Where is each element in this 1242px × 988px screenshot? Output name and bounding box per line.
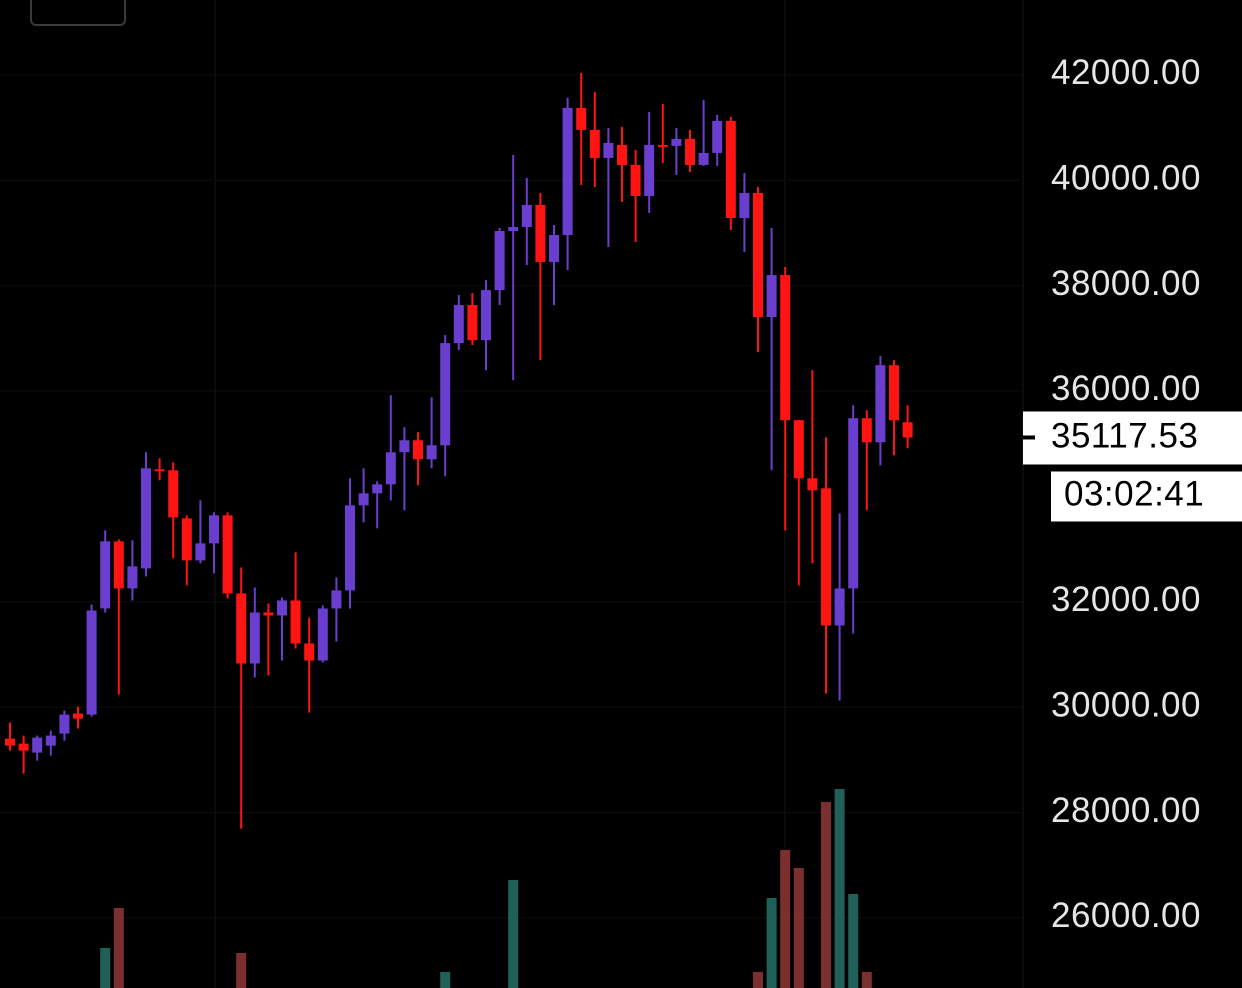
candle-body bbox=[521, 204, 532, 228]
candle-body bbox=[222, 515, 233, 594]
candle-body bbox=[861, 418, 872, 443]
candle-body bbox=[576, 107, 587, 130]
candle-body bbox=[100, 541, 111, 609]
candle-body bbox=[467, 305, 478, 341]
candle-body bbox=[603, 142, 614, 158]
candle-body bbox=[304, 643, 315, 661]
candle-body bbox=[562, 107, 573, 236]
volume-bar bbox=[848, 894, 859, 988]
last-price-box bbox=[1023, 411, 1242, 465]
candle-body bbox=[453, 305, 464, 344]
candle-body bbox=[154, 469, 165, 472]
candle-body bbox=[657, 144, 668, 147]
volume-bar bbox=[236, 953, 247, 988]
y-tick-label: 32000.00 bbox=[1051, 580, 1201, 619]
countdown-label: 03:02:41 bbox=[1064, 475, 1204, 514]
candle-body bbox=[440, 343, 451, 446]
candle-body bbox=[725, 120, 736, 218]
candle-body bbox=[399, 440, 410, 453]
candle-body bbox=[209, 515, 219, 544]
candle-body bbox=[848, 418, 859, 589]
candle-body bbox=[263, 612, 274, 616]
y-tick-label: 38000.00 bbox=[1051, 264, 1201, 303]
candle-body bbox=[671, 138, 682, 146]
volume-bar bbox=[861, 972, 872, 988]
candle-body bbox=[549, 235, 559, 263]
candle-body bbox=[685, 138, 695, 165]
volume-bar bbox=[508, 880, 519, 988]
candle-body bbox=[73, 713, 83, 719]
volume-bar bbox=[780, 850, 791, 988]
candle-body bbox=[141, 468, 151, 569]
candle-body bbox=[712, 120, 723, 153]
candle-body bbox=[385, 452, 396, 485]
volume-bar bbox=[100, 948, 111, 988]
candle-body bbox=[413, 440, 423, 460]
candle-body bbox=[290, 600, 301, 644]
candle-body bbox=[535, 204, 546, 263]
candle-body bbox=[807, 478, 818, 491]
candle-body bbox=[195, 543, 206, 561]
volume-bar bbox=[440, 972, 451, 988]
candle-body bbox=[277, 600, 287, 616]
candle-body bbox=[32, 737, 43, 753]
candle-body bbox=[317, 608, 328, 661]
candle-body bbox=[508, 227, 519, 232]
candle-body bbox=[644, 144, 655, 196]
candle-body bbox=[766, 275, 777, 318]
candle-body bbox=[589, 129, 600, 158]
countdown-box bbox=[1051, 471, 1242, 522]
candle-body bbox=[358, 493, 369, 506]
candle-body bbox=[494, 231, 505, 291]
candle-body bbox=[127, 566, 138, 589]
candle-body bbox=[236, 593, 247, 664]
candle-body bbox=[889, 365, 899, 421]
y-tick-label: 30000.00 bbox=[1051, 685, 1201, 724]
candle-body bbox=[59, 714, 70, 734]
candle-body bbox=[181, 518, 192, 561]
candle-body bbox=[902, 422, 913, 438]
candle-body bbox=[780, 275, 791, 421]
candle-body bbox=[698, 152, 709, 165]
volume-bar bbox=[793, 868, 804, 988]
candle-body bbox=[821, 488, 831, 626]
volume-bar bbox=[753, 972, 763, 988]
candle-body bbox=[86, 610, 97, 715]
toolbar-button[interactable] bbox=[30, 0, 126, 26]
y-tick-label: 40000.00 bbox=[1051, 158, 1201, 197]
volume-bar bbox=[821, 802, 831, 988]
plot bbox=[0, 72, 1022, 988]
price-axis: 26000.00 28000.00 30000.00 32000.00 36000.00… bbox=[1023, 53, 1242, 935]
candle-body bbox=[481, 290, 491, 341]
candle-body bbox=[793, 420, 804, 479]
candle-body bbox=[5, 738, 15, 746]
candle-body bbox=[630, 164, 641, 196]
candle-body bbox=[331, 590, 342, 609]
candle-body bbox=[113, 541, 124, 589]
volume-bar bbox=[113, 908, 124, 988]
candle-body bbox=[372, 484, 383, 494]
last-price-label: 35117.53 bbox=[1051, 417, 1198, 456]
y-tick-label: 28000.00 bbox=[1051, 791, 1201, 830]
candle-body bbox=[426, 445, 437, 460]
y-tick-label: 36000.00 bbox=[1051, 369, 1201, 408]
candle-body bbox=[45, 735, 56, 746]
y-tick-label: 26000.00 bbox=[1051, 896, 1201, 935]
candle-body bbox=[875, 365, 886, 443]
candle-body bbox=[617, 144, 627, 165]
candle-body bbox=[249, 612, 260, 664]
y-tick-label: 42000.00 bbox=[1051, 53, 1201, 92]
candle-body bbox=[739, 192, 750, 218]
candle-body bbox=[834, 588, 845, 626]
candle-body bbox=[753, 192, 763, 318]
volume-bar bbox=[766, 898, 777, 988]
candle-body bbox=[18, 743, 29, 751]
candle-body bbox=[345, 505, 355, 591]
last-price-tick-bg bbox=[1023, 435, 1035, 440]
volume-bar bbox=[834, 789, 845, 988]
candle-body bbox=[168, 470, 179, 518]
